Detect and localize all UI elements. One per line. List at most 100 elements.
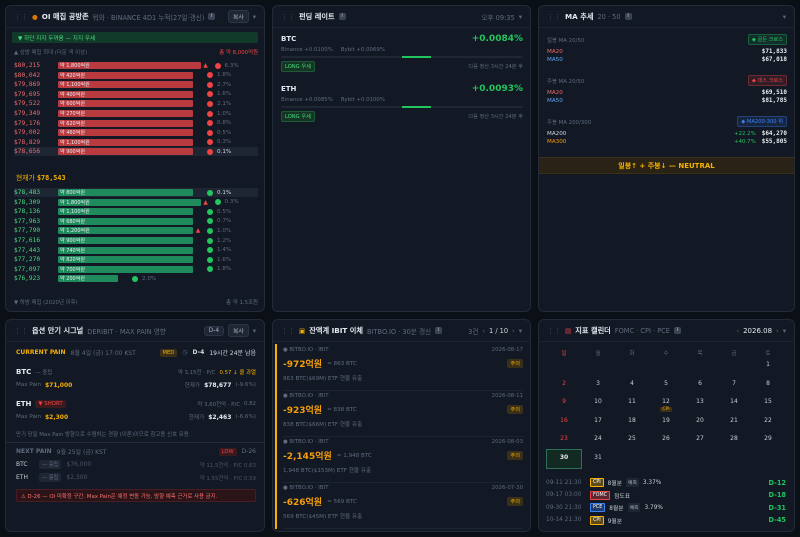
maxpain-subtitle: DERIBIT · MAX PAIN 영향 [87,327,166,336]
calendar-day[interactable]: 28 [730,435,738,442]
calendar-day[interactable]: 2 [562,379,566,387]
etf-desc: 863 BTC($69M) ETF 현물 유출 [283,376,363,382]
oi-row: $77,963 약 680억원 0.7% [14,217,258,226]
oi-row: $78,136 약 1,100억원 0.5% [14,207,258,216]
funding-rate: +0.0093% [471,84,523,94]
calendar-day[interactable]: 23 [560,435,568,442]
pc-ratio: 약 11,5천억 · P/C 0.63 [199,462,256,469]
calendar-day[interactable]: 25 [628,435,636,442]
calendar-day[interactable]: 10 [594,398,602,405]
calendar-event[interactable]: 09-17 03:00 FOMC 점도표 D-18 [546,490,786,500]
chevron-down-icon[interactable]: ▾ [252,12,256,21]
etf-item-top: ● BITBO.IO · IBIT 2026-08-03 [283,439,523,445]
info-icon[interactable]: i [624,13,632,20]
info-icon[interactable]: i [338,13,346,20]
calendar-day[interactable]: 20 [696,416,704,424]
next-page-icon[interactable]: › [512,326,515,335]
fire-icon: ▲ [203,62,208,69]
oi-pct: 1.0% [217,227,232,234]
etf-source: ● BITBO.IO · IBIT [283,393,329,399]
ma-row: MA20 $69,510 [547,89,787,96]
weekday-label: 토 [765,351,771,357]
ma-group-label: 주봉 MA 20/50 [547,78,585,85]
calendar-day[interactable]: 26 [662,435,670,442]
calendar-day[interactable]: 17 [594,416,602,424]
oi-price: $77,097 [14,265,41,273]
calendar-day[interactable]: 18 [628,416,636,424]
calendar-day[interactable]: 27 [696,435,704,442]
calendar-day[interactable]: 11 [628,398,636,405]
oi-price: $77,790 [14,227,41,235]
calendar-day[interactable]: 15 [764,398,772,405]
calendar-day[interactable]: 7 [732,379,736,387]
next-pain-label: NEXT PAIN [16,448,52,455]
oi-pct: 0.1% [217,189,232,196]
event-type: FOMC [590,490,611,500]
calendar-day[interactable]: 22 [764,416,772,424]
drag-handle-icon[interactable]: ⋮⋮ [547,326,561,335]
info-icon[interactable]: i [673,327,681,334]
drag-handle-icon[interactable]: ⋮⋮ [547,12,561,21]
calendar-day[interactable]: 14 [730,398,738,405]
calendar-day[interactable]: 9 [562,398,566,405]
current-value: $2,463 [208,413,232,421]
oi-subtitle: 뭐와 · BINANCE 4D1 누적(27일·갱신) [92,13,205,22]
oi-pct: 0.5% [217,208,232,215]
etf-item: ● BITBO.IO · IBIT 2026-08-11 -923억원 ≈ 838 B… [283,393,523,437]
bybit-rate: Bybit +0.0100% [340,97,385,103]
prev-page-icon[interactable]: ‹ [482,326,486,335]
etf-date: 2026-07-30 [491,485,523,491]
chevron-down-icon[interactable]: ▾ [252,326,256,335]
calendar-day[interactable]: 24 [594,435,602,442]
calendar-day[interactable]: 13 [696,398,704,405]
info-icon[interactable]: i [435,327,443,334]
oi-pct: 2.1% [217,100,232,107]
info-icon[interactable]: i [208,13,216,20]
copy-button[interactable]: 복사 [228,10,249,23]
calendar-day[interactable]: 8 [766,379,770,387]
calendar-day[interactable]: 12 CPI [649,394,683,413]
calendar-header: ⋮⋮ ▤ 지표 캘린더 FOMC · CPI · PCE i ‹ 2026.08… [539,320,794,342]
oi-pct: 0.7% [217,218,232,225]
drag-handle-icon[interactable]: ⋮⋮ [14,326,28,335]
calendar-day[interactable]: 4 [630,379,634,387]
prev-month-icon[interactable]: ‹ [736,326,740,335]
oi-pct: 1.0% [217,110,232,117]
next-month-icon[interactable]: › [776,326,779,335]
level-dot-icon [207,208,213,215]
copy-button[interactable]: 복사 [228,324,249,337]
calendar-day[interactable]: 5 [664,379,668,387]
drag-handle-icon[interactable]: ⋮⋮ [281,326,295,335]
chevron-down-icon[interactable]: ▾ [518,12,522,21]
calendar-day[interactable]: 1 [766,361,770,368]
calendar-event[interactable]: 09-30 21:30 PCE 8월분 예측 3.79% D-31 [546,503,786,512]
ma-group-label: 주봉 MA 200/300 [547,119,592,126]
chevron-down-icon[interactable]: ▾ [518,326,522,335]
etf-item-mid: -626억원 ≈ 569 BTC 주의 [283,495,523,508]
event-date: 09-17 03:00 [546,492,582,498]
calendar-day[interactable]: 16 [560,416,568,424]
calendar-event[interactable]: 10-14 21:30 CPI 9월분 D-45 [546,515,786,525]
current-label: 현재가 [184,383,201,389]
oi-price: $79,002 [14,129,41,137]
chevron-down-icon[interactable]: ▾ [782,12,786,21]
calendar-day[interactable]: 31 [594,453,602,461]
next-settlement: 다음 정산 3시간 24분 후 [468,114,523,120]
calendar-day[interactable]: 19 [662,416,670,424]
calendar-day[interactable]: 30 [546,448,582,469]
calendar-day [717,450,751,469]
etf-source: ● BITBO.IO · IBIT [283,347,329,353]
calendar-day[interactable]: 3 [596,379,600,387]
calendar-day[interactable]: 29 [764,435,772,442]
calendar-event[interactable]: 09-11 21:30 CPI 8월분 예측 3.37% D-12 [546,478,786,487]
etf-btc: ≈ 838 BTC [327,406,357,413]
maxpain-label: Max Pain [16,414,41,420]
funding-bar [281,106,523,108]
drag-handle-icon[interactable]: ⋮⋮ [281,12,295,21]
etf-header: ⋮⋮ ▣ 잔액계 IBIT 이체 BITBO.IO · 30분 갱신 i 3건 … [273,320,530,342]
funding-row-bottom: LONG 우세 다음 정산 3시간 24분 후 [281,61,523,72]
calendar-day[interactable]: 21 [730,416,738,424]
drag-handle-icon[interactable]: ⋮⋮ [14,12,28,21]
calendar-day[interactable]: 6 [698,379,702,387]
chevron-down-icon[interactable]: ▾ [782,326,786,335]
